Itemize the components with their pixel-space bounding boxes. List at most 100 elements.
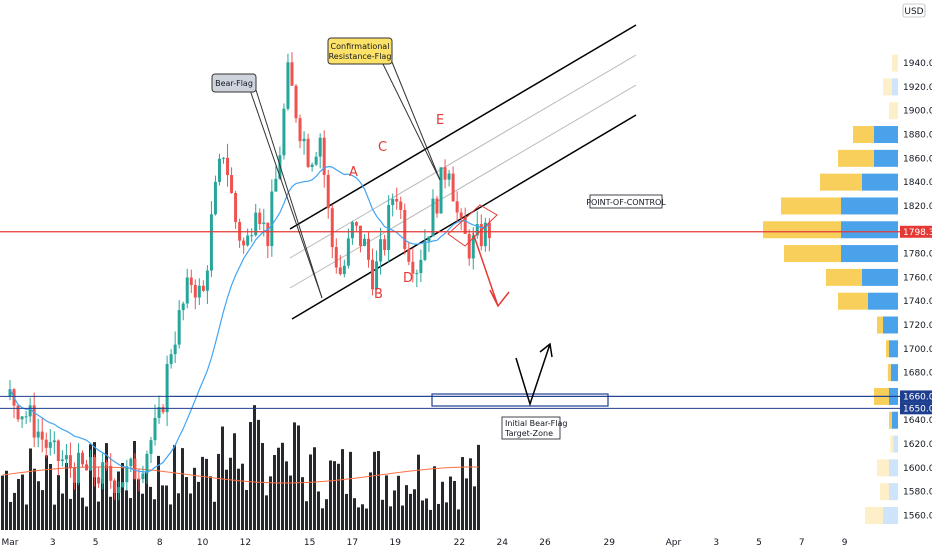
volume-bar [253, 405, 256, 530]
price-tick-label: 1840.00 [903, 178, 932, 188]
volume-bar [469, 458, 472, 530]
volume-bar [401, 505, 404, 530]
candle-body [334, 247, 338, 268]
candle-body [105, 462, 109, 466]
candle-body [8, 389, 12, 397]
candle-body [459, 212, 463, 218]
price-axis[interactable]: 1940.00 1920.00 1900.00 1880.00 1860.00 1840.… [900, 0, 932, 550]
volume-bar [169, 504, 172, 530]
candle-body [56, 440, 60, 462]
volume-bar [29, 448, 32, 530]
volume-bar [25, 504, 28, 530]
volume-bar [409, 493, 412, 530]
candle-body [439, 167, 443, 214]
vp-sell-bar [889, 411, 892, 429]
candle-body [463, 217, 467, 234]
flag-rectangle [447, 204, 498, 247]
candle-body [362, 238, 366, 246]
channel-lower-line [291, 114, 637, 320]
vp-buy-bar [841, 197, 898, 215]
confirm-label: Resistance-Flag [329, 52, 392, 61]
currency-box[interactable] [902, 3, 926, 18]
time-tick-label: 5 [756, 538, 762, 548]
price-tick-label: 1700.00 [903, 345, 932, 355]
candle-body [254, 212, 258, 236]
vp-sell-bar [892, 54, 898, 72]
time-tick-label: 12 [240, 538, 251, 548]
volume-bar [205, 458, 208, 530]
volume-bar [61, 493, 64, 530]
price-tick-label: 1880.00 [903, 131, 932, 141]
volume-bar [305, 501, 308, 530]
volume-bar [101, 478, 104, 530]
volume-bar [345, 493, 348, 530]
volume-bar [181, 448, 184, 530]
price-badge-label: 1650.00 [903, 404, 932, 414]
candle-body [16, 405, 20, 420]
volume-bar [421, 500, 424, 530]
price-badge [900, 402, 932, 415]
candle-body [24, 416, 28, 418]
candle-body [20, 416, 24, 420]
vp-buy-bar [868, 292, 898, 310]
volume-bar [397, 475, 400, 530]
volume-bar [457, 509, 460, 530]
candle-body [230, 175, 234, 194]
bear-flag-label: Bear-Flag [215, 79, 253, 88]
candles [8, 52, 491, 501]
volume-bar [193, 467, 196, 530]
volume-bar [269, 476, 272, 530]
candle-body [197, 285, 201, 298]
volume-bar [417, 454, 420, 530]
volume-bar [121, 462, 124, 530]
volume-bar [149, 486, 152, 530]
volume-bar [369, 472, 372, 530]
price-tick-label: 1640.00 [903, 416, 932, 426]
candle-body [427, 236, 431, 242]
volume-bar [245, 489, 248, 530]
candle-body [286, 62, 290, 109]
candle-body [117, 487, 121, 493]
time-tick-label: 5 [93, 538, 99, 548]
price-tick-label: 1820.00 [903, 202, 932, 212]
volume-bar [21, 474, 24, 530]
wave-label-b: B [374, 287, 383, 302]
volume-bar [249, 421, 252, 530]
time-tick-label: 19 [389, 538, 401, 548]
target-zone-box [431, 393, 609, 407]
vp-sell-bar [781, 197, 841, 215]
candle-body [399, 201, 403, 210]
volume-bar [117, 471, 120, 530]
candle-body [471, 235, 475, 259]
volume-bar [65, 462, 68, 530]
volume-bar [429, 509, 432, 530]
time-tick-label: Mar [2, 538, 19, 548]
vp-buy-bar [841, 221, 898, 239]
vp-sell-bar [838, 149, 874, 167]
candle-body [375, 261, 379, 290]
time-axis[interactable]: Mar 3 5 8 10 12 15 17 19 22 24 26 29 Apr 3 5 7 9 [0, 532, 900, 550]
volume-average-line [2, 466, 479, 484]
volume-bar [449, 476, 452, 530]
vp-buy-bar [892, 411, 898, 429]
volume-bar [237, 468, 240, 530]
volume-bar [333, 461, 336, 530]
candle-body [217, 158, 221, 182]
candle-body [435, 198, 439, 214]
time-tick-label: 26 [539, 538, 551, 548]
candle-body [141, 473, 145, 480]
price-badge [900, 390, 932, 403]
candle-body [185, 277, 189, 304]
candle-body [161, 407, 165, 413]
bear-flag-pointer [249, 89, 323, 299]
volume-profile [763, 54, 898, 524]
candle-body [294, 85, 298, 119]
candle-body [419, 259, 423, 274]
candle-body [109, 465, 113, 481]
candle-body [72, 467, 76, 483]
price-tick-label: 1580.00 [903, 488, 932, 498]
poc-box [589, 194, 663, 209]
volume-bar [77, 475, 80, 530]
volume-bar [37, 481, 40, 530]
